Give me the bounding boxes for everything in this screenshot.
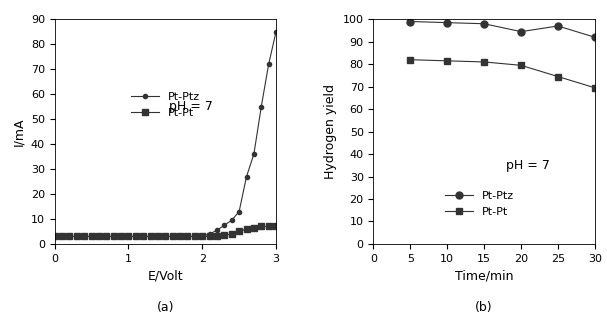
Pt-Pt	[88, 235, 95, 239]
Pt-Ptz	[206, 232, 213, 236]
Pt-Ptz	[407, 20, 414, 23]
Pt-Ptz	[191, 235, 198, 239]
Pt-Ptz	[257, 105, 265, 108]
Pt-Ptz	[177, 235, 184, 239]
Pt-Pt	[236, 230, 243, 233]
Pt-Ptz	[73, 235, 80, 239]
Pt-Pt	[265, 225, 273, 229]
Pt-Ptz	[147, 235, 154, 239]
Legend: Pt-Ptz, Pt-Pt: Pt-Ptz, Pt-Pt	[127, 88, 205, 122]
Pt-Pt	[198, 235, 206, 239]
Y-axis label: I/mA: I/mA	[12, 117, 25, 146]
Pt-Pt	[213, 235, 220, 239]
Legend: Pt-Ptz, Pt-Pt: Pt-Ptz, Pt-Pt	[441, 187, 519, 221]
Pt-Pt	[125, 235, 132, 239]
X-axis label: Time/min: Time/min	[455, 269, 514, 282]
Line: Pt-Pt: Pt-Pt	[52, 224, 279, 239]
Pt-Ptz	[154, 235, 161, 239]
Pt-Ptz	[66, 235, 73, 239]
Pt-Ptz	[273, 30, 280, 34]
Pt-Ptz	[184, 235, 191, 239]
Line: Pt-Ptz: Pt-Ptz	[53, 30, 278, 239]
Pt-Pt	[51, 235, 58, 239]
Pt-Pt	[132, 235, 140, 239]
Pt-Ptz	[51, 235, 58, 239]
Pt-Pt	[184, 235, 191, 239]
Pt-Pt	[243, 227, 250, 231]
Pt-Ptz	[88, 235, 95, 239]
Pt-Pt	[407, 58, 414, 62]
Pt-Ptz	[81, 235, 88, 239]
Pt-Pt	[228, 232, 236, 236]
Pt-Ptz	[117, 235, 124, 239]
Pt-Ptz	[444, 21, 451, 25]
Pt-Pt	[95, 235, 103, 239]
Pt-Pt	[81, 235, 88, 239]
Pt-Ptz	[228, 218, 236, 222]
Pt-Pt	[221, 233, 228, 237]
Pt-Ptz	[58, 235, 66, 239]
Pt-Ptz	[110, 235, 117, 239]
Pt-Ptz	[250, 152, 257, 156]
Pt-Ptz	[481, 22, 488, 26]
Text: pH = 7: pH = 7	[506, 159, 550, 172]
Text: (a): (a)	[157, 301, 174, 314]
Pt-Ptz	[161, 235, 169, 239]
Pt-Pt	[154, 235, 161, 239]
Pt-Ptz	[140, 235, 147, 239]
Pt-Pt	[444, 59, 451, 63]
Pt-Pt	[177, 235, 184, 239]
Line: Pt-Ptz: Pt-Ptz	[407, 18, 599, 41]
Pt-Pt	[66, 235, 73, 239]
Pt-Pt	[206, 235, 213, 239]
Pt-Ptz	[554, 24, 561, 28]
Pt-Pt	[591, 86, 599, 90]
Y-axis label: Hydrogen yield: Hydrogen yield	[324, 84, 337, 179]
Pt-Pt	[140, 235, 147, 239]
Pt-Ptz	[265, 62, 273, 66]
Text: pH = 7: pH = 7	[169, 100, 213, 113]
Pt-Pt	[257, 225, 265, 229]
Pt-Pt	[191, 235, 198, 239]
Pt-Pt	[554, 74, 561, 78]
Pt-Pt	[517, 64, 524, 67]
Pt-Pt	[103, 235, 110, 239]
Pt-Ptz	[517, 30, 524, 33]
X-axis label: E/Volt: E/Volt	[148, 269, 183, 282]
Pt-Pt	[273, 225, 280, 229]
Pt-Ptz	[95, 235, 103, 239]
Pt-Pt	[110, 235, 117, 239]
Pt-Ptz	[198, 234, 206, 238]
Pt-Ptz	[132, 235, 140, 239]
Pt-Ptz	[243, 175, 250, 178]
Line: Pt-Pt: Pt-Pt	[407, 56, 599, 91]
Pt-Pt	[58, 235, 66, 239]
Pt-Pt	[169, 235, 177, 239]
Pt-Pt	[147, 235, 154, 239]
Pt-Pt	[117, 235, 124, 239]
Pt-Pt	[250, 226, 257, 230]
Pt-Pt	[73, 235, 80, 239]
Pt-Pt	[481, 60, 488, 64]
Pt-Ptz	[169, 235, 177, 239]
Pt-Ptz	[125, 235, 132, 239]
Pt-Ptz	[221, 223, 228, 227]
Pt-Ptz	[103, 235, 110, 239]
Pt-Pt	[161, 235, 169, 239]
Pt-Ptz	[236, 210, 243, 213]
Text: (b): (b)	[475, 301, 493, 314]
Pt-Ptz	[213, 228, 220, 232]
Pt-Ptz	[591, 35, 599, 39]
